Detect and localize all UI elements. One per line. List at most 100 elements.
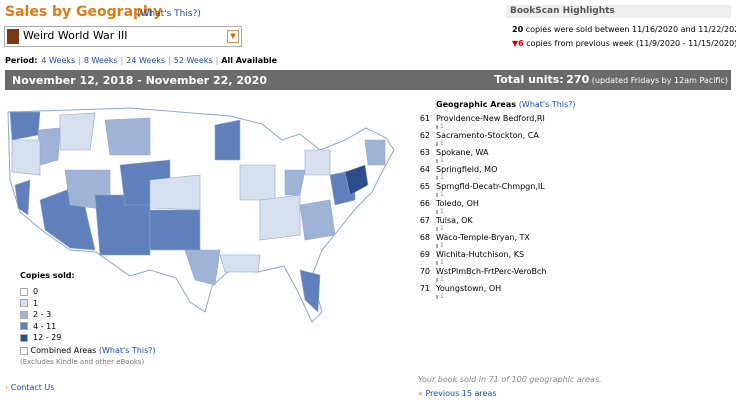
- map-region: [149, 209, 201, 251]
- map-region: [344, 164, 369, 196]
- selected-book: Weird World War III: [23, 29, 128, 42]
- area-bar: [436, 125, 438, 129]
- area-name: Wichita-Hutchison, KS: [436, 250, 525, 259]
- area-units: 1: [440, 157, 444, 164]
- summary: Your book sold in 71 of 100 geographic a…: [418, 375, 602, 384]
- page-title: Sales by Geography: [5, 4, 163, 20]
- area-units: 1: [440, 242, 444, 249]
- legend-swatch: [20, 287, 28, 296]
- help-link[interactable]: (What's This?): [137, 9, 201, 19]
- area-bar: [436, 295, 438, 299]
- legend-label: 2 - 3: [33, 310, 52, 319]
- contact: › Contact Us: [5, 383, 55, 392]
- map-region: [214, 119, 241, 161]
- previous-link[interactable]: Previous 15 areas: [425, 389, 497, 398]
- legend-item: 1: [20, 299, 38, 308]
- area-units: 1: [440, 140, 444, 147]
- text: copies from previous week (11/9/2020 - 1…: [526, 39, 736, 48]
- area-units: 1: [440, 174, 444, 181]
- area-rank: 61: [419, 114, 430, 123]
- area-units: 1: [440, 259, 444, 266]
- legend-label: 1: [33, 298, 39, 308]
- area-rank: 68: [419, 233, 430, 242]
- period-option[interactable]: 52 Weeks: [173, 56, 213, 65]
- map-region: [184, 249, 221, 286]
- area-units: 1: [440, 225, 444, 232]
- separator: |: [168, 56, 171, 65]
- map-regions: [9, 111, 386, 313]
- copies: 6: [518, 39, 524, 48]
- map-region: [59, 112, 96, 151]
- text: copies were sold between 11/16/2020 and …: [525, 25, 736, 34]
- map-region: [219, 254, 261, 273]
- period-option[interactable]: All Available: [221, 56, 278, 65]
- combined-areas: Combined Areas (What's This?): [20, 346, 156, 355]
- map-region: [284, 169, 306, 196]
- map-region: [149, 174, 201, 211]
- area-rank: 63: [419, 148, 430, 157]
- area-bar: [436, 278, 438, 282]
- total-label: Total units:: [494, 73, 564, 86]
- period-option[interactable]: 8 Weeks: [83, 56, 118, 65]
- previous: « Previous 15 areas: [418, 389, 497, 398]
- separator: |: [120, 56, 124, 65]
- legend-swatch: [20, 310, 28, 319]
- dropdown-arrow[interactable]: ▼: [227, 30, 239, 43]
- area-units: 1: [440, 191, 444, 198]
- period-option[interactable]: 4 Weeks: [41, 56, 76, 65]
- map-region: [259, 194, 301, 241]
- legend-note: (Excludes Kindle and other eBooks): [20, 358, 145, 366]
- area-bar: [436, 210, 438, 214]
- legend-label: 4 - 11: [33, 321, 57, 331]
- area-bar: [436, 176, 438, 180]
- map-region: [37, 127, 61, 166]
- help-link[interactable]: (What's This?): [518, 100, 576, 109]
- area-rank: 70: [419, 267, 430, 276]
- area-name: Tulsa, OK: [436, 216, 473, 225]
- area-bar: [436, 244, 438, 248]
- area-name: Springfield, MO: [436, 165, 498, 174]
- area-name: Toledo, OH: [436, 199, 479, 208]
- book-select[interactable]: Weird World War III ▼: [4, 26, 242, 47]
- period-option[interactable]: 24 Weeks: [126, 56, 166, 65]
- legend-item: 4 - 11: [20, 322, 56, 331]
- book-cover: [7, 29, 19, 44]
- map-region: [304, 149, 331, 176]
- period-label: Period:: [5, 56, 38, 65]
- area-units: 1: [440, 293, 444, 300]
- legend-item: 2 - 3: [20, 310, 51, 319]
- area-name: WstPlmBch-FrtPerc-VeroBch: [436, 267, 547, 276]
- separator: |: [215, 56, 219, 65]
- map-region: [299, 269, 321, 313]
- area-bar: [436, 159, 438, 163]
- separator: |: [78, 56, 81, 65]
- copies: 20: [512, 25, 524, 34]
- combined-label: Combined Areas: [30, 346, 97, 355]
- map-outline: [7, 107, 395, 323]
- legend-swatch: [20, 299, 28, 307]
- legend-swatch: [20, 333, 28, 342]
- period-bar: Period: 4 Weeks | 8 Weeks | 24 Weeks | 52 Weeks…: [5, 56, 277, 65]
- legend-title: Copies sold:: [20, 271, 75, 280]
- total-value: 270: [566, 73, 590, 86]
- area-units: 1: [440, 208, 444, 215]
- highlights-title: BookScan Highlights: [510, 6, 615, 16]
- highlights-week: 20 copies were sold between 11/16/2020 a…: [512, 25, 736, 34]
- total-note: (updated Fridays by 12am Pacific): [591, 76, 728, 85]
- area-rank: 67: [419, 216, 430, 225]
- areas-list: 61 Providence-New Bedford,RI 1 62 Sacramento…: [418, 114, 618, 304]
- map-region: [104, 117, 151, 156]
- area-rank: 64: [419, 165, 430, 174]
- map-region: [364, 139, 386, 166]
- area-rank: 66: [419, 199, 430, 208]
- legend-item: 12 - 29: [20, 333, 61, 342]
- areas-heading: Geographic Areas: [436, 100, 516, 109]
- area-name: Sprngfld-Decatr-Chmpgn,IL: [436, 182, 545, 191]
- areas-title: Geographic Areas (What's This?): [436, 100, 576, 109]
- map-region: [299, 199, 336, 241]
- help-link[interactable]: (What's This?): [98, 346, 156, 355]
- area-bar: [436, 193, 438, 197]
- area-name: Sacramento-Stockton, CA: [436, 131, 539, 140]
- contact-link[interactable]: Contact Us: [10, 383, 55, 392]
